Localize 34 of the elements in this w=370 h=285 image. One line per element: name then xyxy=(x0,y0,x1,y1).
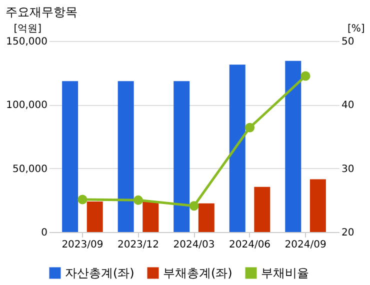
y-tick-label: 0 xyxy=(41,228,48,238)
x-tick-label: 2024/06 xyxy=(228,240,271,250)
bar xyxy=(62,81,78,232)
legend-label: 자산총계(좌) xyxy=(65,266,134,280)
point xyxy=(245,122,255,132)
x-tick-label: 2023/12 xyxy=(117,240,160,250)
x-tick-label: 2023/09 xyxy=(62,240,104,250)
y2-tick-label: 50 xyxy=(342,36,354,48)
y2-tick-label: 40 xyxy=(342,100,354,112)
y-axis-title: [억원] xyxy=(14,24,42,34)
bar xyxy=(198,203,214,232)
legend-label: 부채비율 xyxy=(261,266,309,280)
bar xyxy=(174,81,190,232)
y-tick-label: 150,000 xyxy=(6,36,48,48)
point xyxy=(189,201,199,211)
bar xyxy=(118,81,134,232)
bar xyxy=(142,201,159,232)
bar xyxy=(310,179,326,232)
legend-label: 부채총계(좌) xyxy=(163,266,232,280)
point xyxy=(300,71,310,81)
x-tick-label: 2024/09 xyxy=(284,240,326,250)
y2-axis-title: [%] xyxy=(348,24,365,34)
point xyxy=(133,195,143,205)
x-tick-label: 2024/03 xyxy=(173,240,215,250)
bar xyxy=(254,186,270,232)
y2-tick-label: 20 xyxy=(342,228,354,238)
bar xyxy=(86,201,103,232)
bar xyxy=(229,64,246,232)
y-tick-label: 100,000 xyxy=(6,100,48,112)
y2-tick-label: 30 xyxy=(342,164,354,175)
chart-title: 주요재무항목 xyxy=(6,5,78,19)
point xyxy=(78,194,88,204)
y-tick-label: 50,000 xyxy=(12,164,48,175)
bar xyxy=(285,60,302,232)
